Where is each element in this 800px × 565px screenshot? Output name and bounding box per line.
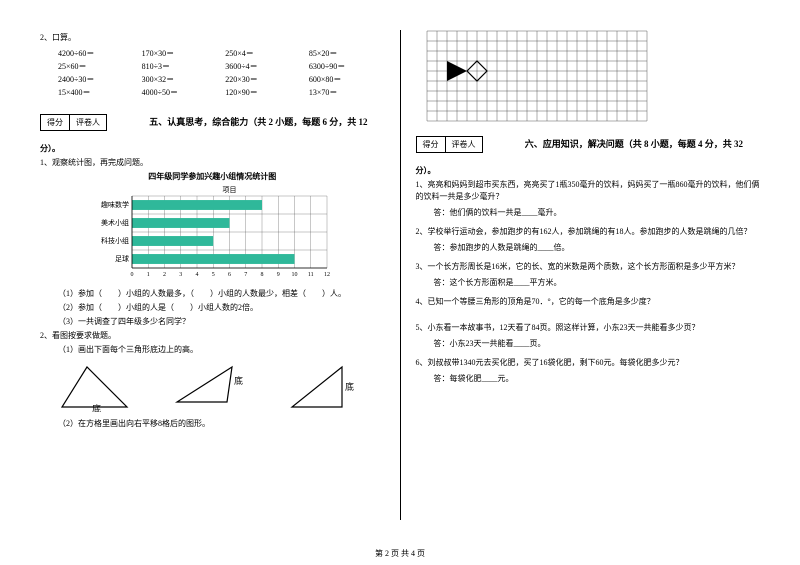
r-a2: 答：参加跑步的人数是跳绳的____倍。	[434, 242, 761, 253]
bar-chart: 项目0123456789101112趣味数学美术小组科技小组足球	[82, 184, 342, 284]
right-column: 得分 评卷人 六、应用知识，解决问题（共 8 小题，每题 4 分，共 32 分）…	[406, 30, 771, 520]
svg-text:美术小组: 美术小组	[101, 218, 129, 227]
r-q6: 6、刘叔叔带1340元去买化肥，买了16袋化肥，剩下60元。每袋化肥多少元？	[416, 357, 761, 369]
page-footer: 第 2 页 共 4 页	[0, 548, 800, 559]
svg-text:11: 11	[308, 272, 314, 278]
svg-text:8: 8	[261, 272, 264, 278]
svg-text:趣味数学: 趣味数学	[101, 200, 129, 209]
svg-text:底: 底	[92, 403, 101, 412]
calc-cell: 300×32＝	[142, 74, 218, 85]
section-5-title: 五、认真思考，综合能力（共 2 小题，每题 6 分，共 12	[149, 117, 367, 127]
calc-cell: 220×30＝	[225, 74, 301, 85]
q2a: （1）画出下面每个三角形底边上的高。	[58, 344, 385, 356]
r-a5: 答：小东23天一共能看____页。	[434, 338, 761, 349]
svg-text:项目: 项目	[223, 186, 237, 194]
r-q5: 5、小东看一本故事书，12天看了84页。照这样计算，小东23天一共能看多少页？	[416, 322, 761, 334]
calc-cell: 85×20＝	[309, 48, 385, 59]
calc-cell: 13×70＝	[309, 87, 385, 98]
r-a3: 答：这个长方形面积是____平方米。	[434, 277, 761, 288]
chart-title: 四年级同学参加兴趣小组情况统计图	[40, 171, 385, 182]
svg-text:4: 4	[196, 272, 199, 278]
triangle-1: 底	[57, 362, 137, 412]
svg-text:3: 3	[180, 272, 183, 278]
fen-label: 分）。	[40, 143, 385, 155]
grader-label: 评卷人	[446, 137, 482, 152]
svg-text:9: 9	[277, 272, 280, 278]
page: 2、口算。 4200÷60＝ 170×30＝ 250×4＝ 85×20＝ 25×…	[0, 0, 800, 540]
calc-cell: 600×80＝	[309, 74, 385, 85]
calc-cell: 810÷3＝	[142, 61, 218, 72]
triangle-2: 底	[172, 362, 252, 412]
svg-text:2: 2	[163, 272, 166, 278]
svg-text:足球: 足球	[115, 254, 129, 263]
calc-cell: 120×90＝	[225, 87, 301, 98]
r-q2: 2、学校举行运动会，参加跑步的有162人，参加跳绳的有18人。参加跑步的人数是跳…	[416, 226, 761, 238]
calc-cell: 25×60＝	[58, 61, 134, 72]
svg-text:0: 0	[131, 272, 134, 278]
score-label: 得分	[41, 115, 70, 130]
svg-text:12: 12	[324, 272, 330, 278]
score-label: 得分	[417, 137, 446, 152]
calc-cell: 6300÷90＝	[309, 61, 385, 72]
calc-cell: 250×4＝	[225, 48, 301, 59]
r-q4: 4、已知一个等腰三角形的顶角是70．°，它的每一个底角是多少度？	[416, 296, 761, 308]
svg-text:底: 底	[345, 381, 354, 392]
left-column: 2、口算。 4200÷60＝ 170×30＝ 250×4＝ 85×20＝ 25×…	[30, 30, 395, 520]
section-6-title: 六、应用知识，解决问题（共 8 小题，每题 4 分，共 32	[525, 139, 743, 149]
calc-label: 2、口算。	[40, 32, 385, 44]
triangles: 底 底 底	[40, 362, 385, 412]
r-a6: 答：每袋化肥____元。	[434, 373, 761, 384]
svg-text:6: 6	[228, 272, 231, 278]
svg-text:底: 底	[234, 375, 243, 386]
calc-grid: 4200÷60＝ 170×30＝ 250×4＝ 85×20＝ 25×60＝ 81…	[58, 48, 385, 98]
column-divider	[400, 30, 401, 520]
calc-cell: 3600÷4＝	[225, 61, 301, 72]
q1: 1、观察统计图，再完成问题。	[40, 157, 385, 169]
translation-grid	[426, 30, 761, 122]
q2b: （2）在方格里画出向右平移8格后的图形。	[58, 418, 385, 430]
svg-text:10: 10	[292, 272, 298, 278]
fen-label-r: 分）。	[416, 165, 761, 177]
r-q1: 1、亮亮和妈妈到超市买东西，亮亮买了1瓶350毫升的饮料，妈妈买了一瓶860毫升…	[416, 179, 761, 203]
q1b: （2）参加（ ）小组的人是（ ）小组人数的2倍。	[58, 302, 385, 314]
q1a: （1）参加（ ）小组的人数最多，（ ）小组的人数最少，相差（ ）人。	[58, 288, 385, 300]
r-q3: 3、一个长方形周长是16米，它的长、宽的米数是两个质数，这个长方形面积是多少平方…	[416, 261, 761, 273]
calc-cell: 4200÷60＝	[58, 48, 134, 59]
calc-cell: 2400÷30＝	[58, 74, 134, 85]
svg-text:7: 7	[245, 272, 248, 278]
q2: 2、看图按要求做题。	[40, 330, 385, 342]
r-a1: 答：他们俩的饮料一共是____毫升。	[434, 207, 761, 218]
calc-cell: 15×400＝	[58, 87, 134, 98]
calc-cell: 4000÷50＝	[142, 87, 218, 98]
calc-cell: 170×30＝	[142, 48, 218, 59]
grader-label: 评卷人	[70, 115, 106, 130]
svg-text:5: 5	[212, 272, 215, 278]
q1c: （3）一共调查了四年级多少名同学？	[58, 316, 385, 328]
svg-text:1: 1	[147, 272, 150, 278]
score-box-r: 得分 评卷人	[416, 136, 483, 153]
triangle-3: 底	[287, 362, 367, 412]
svg-text:科技小组: 科技小组	[101, 236, 129, 245]
score-box: 得分 评卷人	[40, 114, 107, 131]
